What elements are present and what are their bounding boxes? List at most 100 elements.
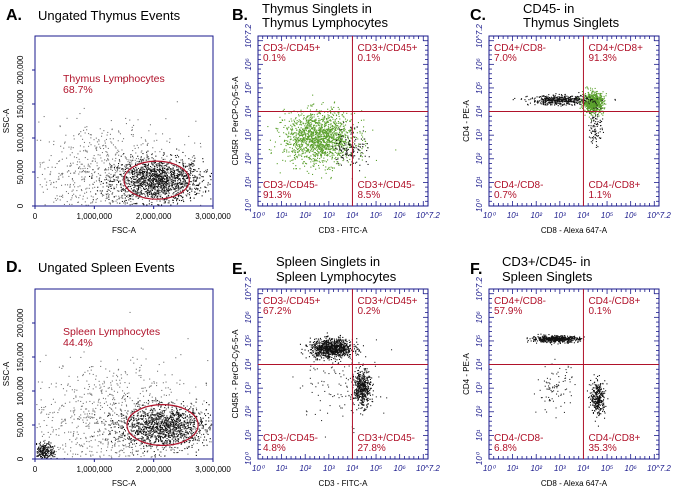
data-point bbox=[361, 152, 363, 154]
data-point bbox=[140, 185, 142, 187]
data-point bbox=[350, 126, 352, 128]
data-point bbox=[289, 139, 291, 141]
data-point bbox=[94, 145, 96, 147]
data-point bbox=[357, 145, 359, 147]
data-point bbox=[73, 156, 75, 158]
data-point bbox=[355, 138, 357, 140]
data-point bbox=[364, 131, 366, 133]
data-point bbox=[81, 163, 83, 165]
data-point bbox=[141, 198, 143, 200]
data-point bbox=[86, 151, 88, 153]
data-point bbox=[308, 123, 310, 125]
data-point bbox=[293, 136, 295, 138]
data-point bbox=[172, 187, 174, 189]
data-point bbox=[348, 155, 350, 157]
data-point bbox=[316, 134, 318, 136]
data-point bbox=[166, 164, 168, 166]
data-point bbox=[553, 96, 555, 98]
data-point bbox=[328, 168, 330, 170]
data-point bbox=[328, 151, 330, 153]
data-point bbox=[89, 142, 91, 144]
data-point bbox=[159, 183, 161, 185]
data-point bbox=[553, 96, 555, 98]
data-point bbox=[301, 138, 303, 140]
data-point bbox=[122, 197, 124, 199]
data-point bbox=[560, 103, 562, 105]
data-point bbox=[316, 123, 318, 125]
data-point bbox=[574, 98, 576, 100]
data-point bbox=[128, 172, 130, 174]
data-point bbox=[195, 176, 197, 178]
data-point bbox=[83, 165, 85, 167]
data-point bbox=[347, 136, 349, 138]
data-point bbox=[112, 144, 114, 146]
data-point bbox=[83, 141, 85, 143]
data-point bbox=[590, 94, 592, 96]
data-point bbox=[192, 171, 194, 173]
data-point bbox=[308, 156, 310, 158]
data-point bbox=[149, 172, 151, 174]
data-point bbox=[333, 135, 335, 137]
data-point bbox=[336, 118, 338, 120]
data-point bbox=[600, 94, 602, 96]
data-point bbox=[557, 96, 559, 98]
data-point bbox=[319, 113, 321, 115]
data-point bbox=[120, 173, 122, 175]
data-point bbox=[312, 139, 314, 141]
data-point bbox=[354, 136, 356, 138]
data-point bbox=[329, 146, 331, 148]
data-point bbox=[171, 163, 173, 165]
data-point bbox=[107, 159, 109, 161]
data-point bbox=[167, 190, 169, 192]
data-point bbox=[303, 142, 305, 144]
data-point bbox=[77, 201, 79, 203]
data-point bbox=[180, 200, 182, 202]
data-point bbox=[325, 142, 327, 144]
data-point bbox=[174, 188, 176, 190]
data-point bbox=[566, 100, 568, 102]
data-point bbox=[154, 196, 156, 198]
data-point bbox=[139, 182, 141, 184]
data-point bbox=[207, 184, 209, 186]
data-point bbox=[152, 177, 154, 179]
data-point bbox=[353, 150, 355, 152]
data-point bbox=[172, 176, 174, 178]
data-point bbox=[588, 110, 590, 112]
data-point bbox=[332, 144, 334, 146]
data-point bbox=[146, 185, 148, 187]
data-point bbox=[320, 123, 322, 125]
data-point bbox=[592, 106, 594, 108]
data-point bbox=[194, 176, 196, 178]
data-point bbox=[142, 172, 144, 174]
data-point bbox=[341, 140, 343, 142]
data-point bbox=[163, 152, 165, 154]
data-point bbox=[345, 124, 347, 126]
data-point bbox=[331, 152, 333, 154]
data-point bbox=[305, 123, 307, 125]
data-point bbox=[166, 196, 168, 198]
data-point bbox=[328, 137, 330, 139]
data-point bbox=[138, 171, 140, 173]
data-point bbox=[299, 129, 301, 131]
data-point bbox=[328, 138, 330, 140]
data-point bbox=[178, 175, 180, 177]
data-point bbox=[600, 100, 602, 102]
data-point bbox=[149, 174, 151, 176]
data-point bbox=[319, 142, 321, 144]
data-point bbox=[83, 146, 85, 148]
data-point bbox=[135, 185, 137, 187]
data-point bbox=[335, 123, 337, 125]
data-point bbox=[167, 163, 169, 165]
data-point bbox=[158, 176, 160, 178]
data-point bbox=[312, 158, 314, 160]
data-point bbox=[290, 138, 292, 140]
data-point bbox=[305, 147, 307, 149]
data-point bbox=[298, 139, 300, 141]
data-point bbox=[78, 173, 80, 175]
data-point bbox=[74, 170, 76, 172]
data-point bbox=[335, 159, 337, 161]
data-point bbox=[305, 142, 307, 144]
data-point bbox=[327, 154, 329, 156]
data-point bbox=[145, 174, 147, 176]
data-point bbox=[156, 172, 158, 174]
